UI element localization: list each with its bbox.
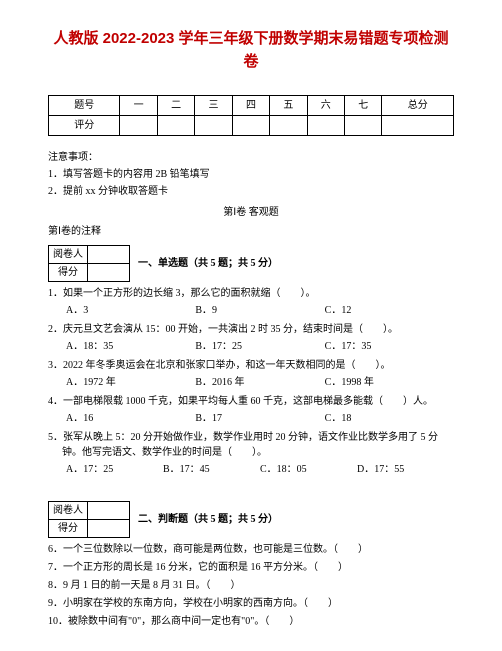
opt-a: A．18：35 [66,339,195,354]
opt-a: A．16 [66,411,195,426]
q2-options: A．18：35 B．17：25 C．17：35 [66,339,454,354]
part1-annot: 第Ⅰ卷的注释 [48,224,454,239]
col-h: 五 [270,96,307,116]
opt-b: B．17：45 [163,462,260,477]
q1-text: 1．如果一个正方形的边长缩 3，那么它的面积就缩（ ）。 [48,286,454,301]
q2-text: 2．庆元旦文艺会演从 15：00 开始，一共演出 2 时 35 分，结束时间是（… [48,322,454,337]
q6-text: 6．一个三位数除以一位数，商可能是两位数，也可能是三位数。（ ） [48,542,454,557]
cell [270,116,307,136]
q5-text: 5．张军从晚上 5：20 分开始做作业，数学作业用时 20 分钟，语文作业比数学… [48,430,454,460]
section2-header: 阅卷人 得分 二、判断题（共 5 题；共 5 分） [48,501,454,538]
score-table: 题号 一 二 三 四 五 六 七 总分 评分 [48,95,454,136]
opt-b: B．17 [195,411,324,426]
grader-label: 阅卷人 [49,246,88,264]
score-header-row: 题号 一 二 三 四 五 六 七 总分 [49,96,454,116]
opt-b: B．2016 年 [195,375,324,390]
cell [382,116,454,136]
doc-title: 人教版 2022-2023 学年三年级下册数学期末易错题专项检测卷 [48,28,454,73]
q4-options: A．16 B．17 C．18 [66,411,454,426]
col-h: 题号 [49,96,120,116]
section1-header: 阅卷人 得分 一、单选题（共 5 题；共 5 分） [48,245,454,282]
col-h: 一 [120,96,157,116]
cell [120,116,157,136]
q10-text: 10．被除数中间有"0"，那么商中间一定也有"0"。（ ） [48,614,454,629]
opt-b: B．9 [195,303,324,318]
opt-c: C．12 [325,303,454,318]
opt-c: C．18 [325,411,454,426]
cell [345,116,382,136]
col-h: 三 [195,96,232,116]
opt-a: A．1972 年 [66,375,195,390]
grader-blank [88,502,130,520]
q3-options: A．1972 年 B．2016 年 C．1998 年 [66,375,454,390]
q5-options: A．17：25 B．17：45 C．18：05 D．17：55 [66,462,454,477]
score-blank [88,520,130,538]
score-label: 得分 [49,264,88,282]
section1-name: 一、单选题（共 5 题；共 5 分） [138,256,278,271]
score-label: 得分 [49,520,88,538]
score-blank [88,264,130,282]
part1-title: 第Ⅰ卷 客观题 [48,205,454,220]
q4-text: 4．一部电梯限载 1000 千克，如果平均每人重 60 千克，这部电梯最多能载（… [48,394,454,409]
opt-d: D．17：55 [357,462,454,477]
opt-b: B．17：25 [195,339,324,354]
opt-c: C．17：35 [325,339,454,354]
opt-c: C．1998 年 [325,375,454,390]
notes-heading: 注意事项： [48,150,454,165]
col-h: 四 [232,96,269,116]
col-h: 七 [345,96,382,116]
col-h: 总分 [382,96,454,116]
q7-text: 7．一个正方形的周长是 16 分米，它的面积是 16 平方分米。（ ） [48,560,454,575]
grader-box: 阅卷人 得分 [48,245,130,282]
notes: 注意事项： 1．填写答题卡的内容用 2B 铅笔填写 2．提前 xx 分钟收取答题… [48,150,454,199]
col-h: 六 [307,96,344,116]
cell [232,116,269,136]
grader-blank [88,246,130,264]
row-label: 评分 [49,116,120,136]
cell [157,116,194,136]
notes-line: 1．填写答题卡的内容用 2B 铅笔填写 [48,167,454,182]
opt-a: A．3 [66,303,195,318]
cell [195,116,232,136]
col-h: 二 [157,96,194,116]
q1-options: A．3 B．9 C．12 [66,303,454,318]
opt-c: C．18：05 [260,462,357,477]
cell [307,116,344,136]
section2-name: 二、判断题（共 5 题；共 5 分） [138,512,278,527]
notes-line: 2．提前 xx 分钟收取答题卡 [48,184,454,199]
q3-text: 3．2022 年冬季奥运会在北京和张家口举办，和这一年天数相同的是（ ）。 [48,358,454,373]
q8-text: 8．9 月 1 日的前一天是 8 月 31 日。（ ） [48,578,454,593]
q9-text: 9．小明家在学校的东南方向，学校在小明家的西南方向。（ ） [48,596,454,611]
grader-box: 阅卷人 得分 [48,501,130,538]
score-value-row: 评分 [49,116,454,136]
opt-a: A．17：25 [66,462,163,477]
grader-label: 阅卷人 [49,502,88,520]
